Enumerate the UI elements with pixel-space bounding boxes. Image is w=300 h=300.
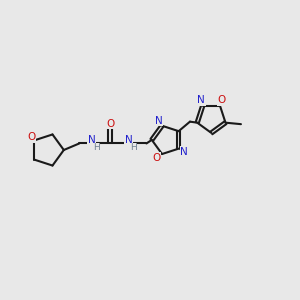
Text: N: N bbox=[180, 147, 188, 157]
Text: N: N bbox=[154, 116, 162, 126]
Text: H: H bbox=[130, 143, 136, 152]
Text: O: O bbox=[27, 132, 35, 142]
Text: N: N bbox=[88, 135, 96, 145]
Text: O: O bbox=[218, 95, 226, 105]
Text: O: O bbox=[106, 118, 114, 128]
Text: H: H bbox=[93, 143, 100, 152]
Text: N: N bbox=[125, 135, 133, 145]
Text: N: N bbox=[197, 95, 205, 105]
Text: O: O bbox=[153, 153, 161, 163]
